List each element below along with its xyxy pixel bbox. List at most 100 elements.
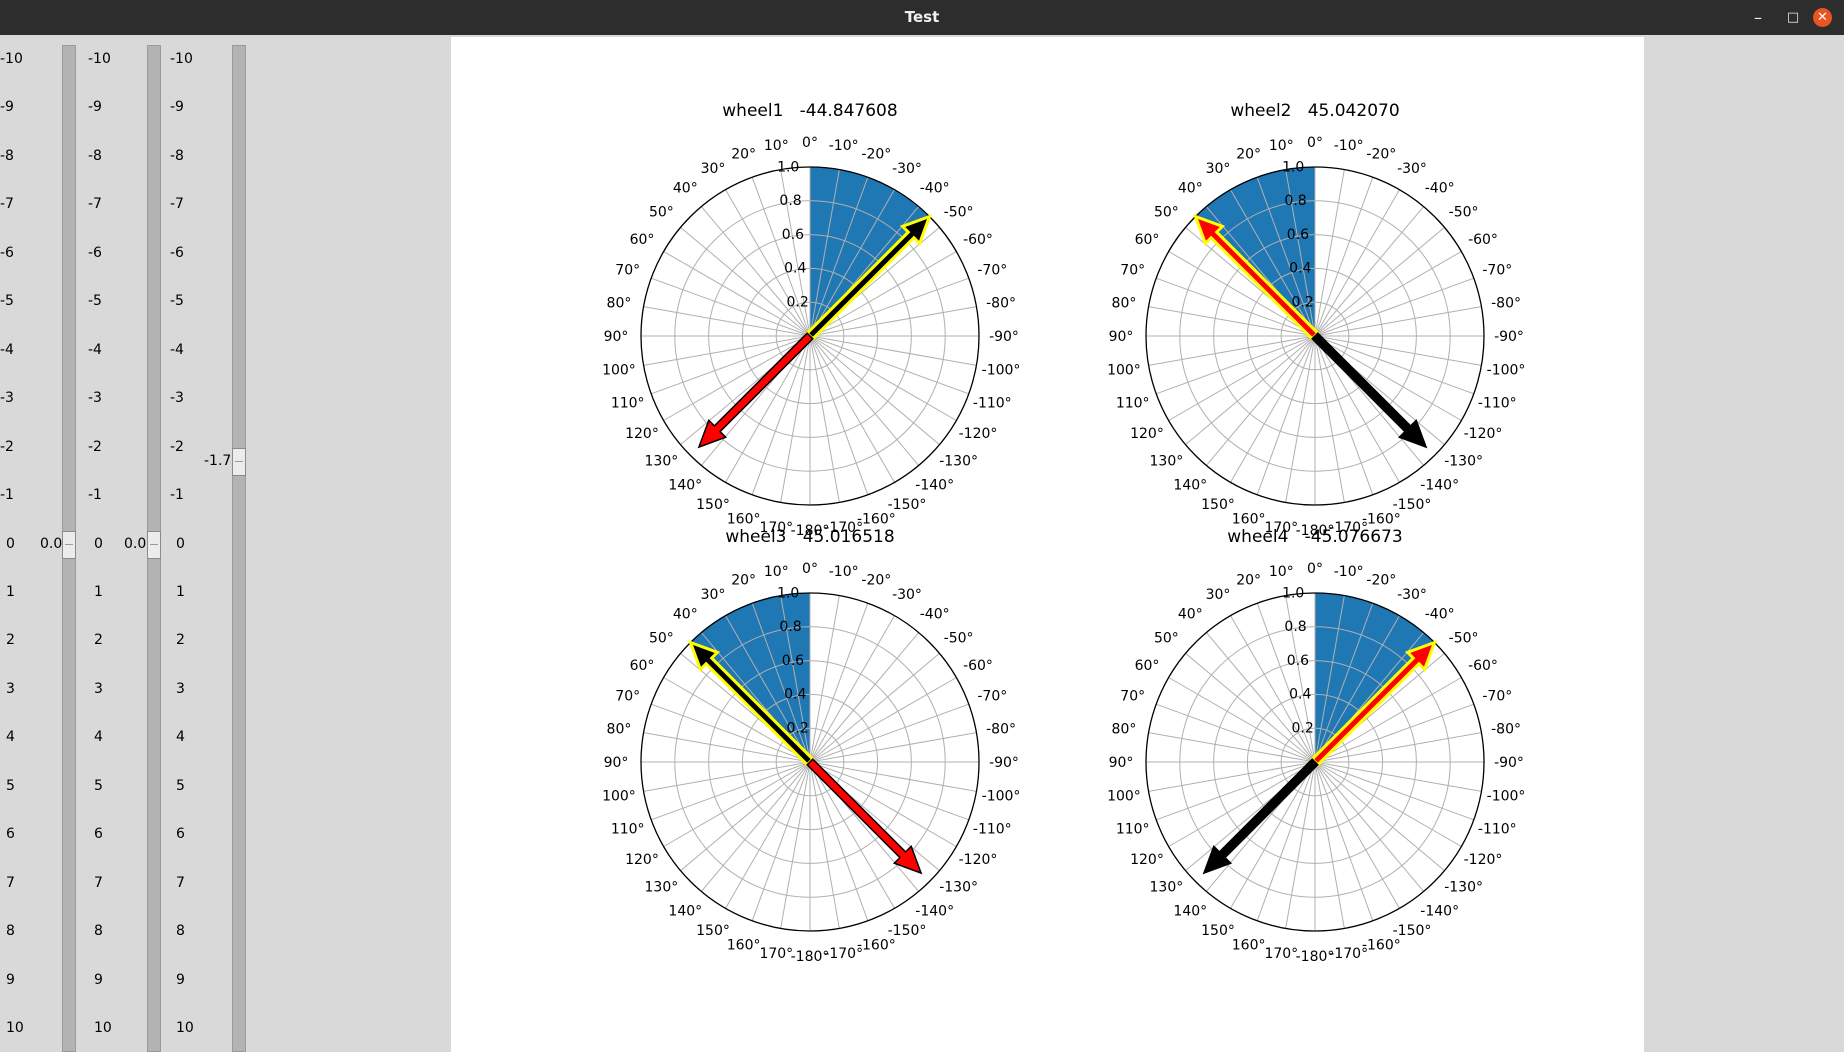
radius-gridline [1213, 234, 1417, 438]
slider-trough[interactable] [232, 45, 246, 1052]
angle-tick-label: -170° [1329, 946, 1368, 962]
slider-tick-label: -4 [88, 341, 102, 358]
slider-tick-label: 9 [176, 971, 185, 988]
close-icon[interactable]: ✕ [1813, 8, 1832, 27]
angle-gridline [651, 277, 811, 337]
slider-tick-label: 8 [176, 923, 185, 940]
angle-tick-label: -120° [959, 426, 998, 442]
chart-title: wheel3 45.016518 [725, 527, 894, 547]
slider-tick-label: 10 [94, 1020, 112, 1036]
angle-tick-label: 130° [1150, 454, 1184, 470]
angle-tick-label: 30° [701, 587, 726, 603]
angle-gridline [751, 761, 811, 921]
angle-gridline [1314, 189, 1400, 337]
slider-tick-label: -1 [88, 487, 102, 504]
angle-gridline [1314, 335, 1345, 503]
angle-tick-label: -10° [1334, 564, 1364, 580]
angle-gridline [1314, 335, 1462, 421]
angle-gridline [1314, 306, 1482, 337]
radius-gridline [708, 660, 912, 864]
slider-tick-label: 5 [94, 777, 103, 794]
angle-tick-label: 130° [645, 454, 679, 470]
angle-gridline [1314, 761, 1482, 792]
angle-tick-label: -50° [1449, 630, 1479, 646]
angle-gridline [1314, 761, 1400, 909]
slider-handle[interactable] [147, 530, 161, 559]
sector-bar [1315, 593, 1435, 762]
angle-gridline [1168, 761, 1316, 847]
angle-tick-label: 80° [1112, 295, 1137, 311]
angle-tick-label: 80° [607, 295, 632, 311]
sector-bar [1195, 167, 1315, 336]
slider-handle[interactable] [232, 448, 246, 477]
angle-gridline [809, 169, 840, 337]
slider-tick-label: -1 [170, 487, 184, 504]
slider-tick-label: -8 [0, 147, 14, 164]
angle-gridline [1168, 251, 1316, 337]
angle-gridline [809, 761, 869, 921]
angle-tick-label: -20° [861, 573, 891, 589]
radius-gridline [1246, 693, 1384, 831]
angle-gridline [809, 761, 895, 909]
angle-tick-label: 110° [611, 821, 645, 837]
angle-tick-label: 30° [1206, 587, 1231, 603]
angle-tick-label: 90° [1109, 755, 1134, 771]
angle-tick-label: -130° [939, 880, 978, 896]
angle-tick-label: -40° [920, 180, 950, 196]
angle-tick-label: -90° [989, 329, 1019, 345]
minimize-icon[interactable]: – [1754, 8, 1762, 27]
slider-tick-label: 0 [176, 535, 185, 552]
angle-tick-label: -20° [1366, 573, 1396, 589]
angle-gridline [1185, 652, 1316, 763]
angle-gridline [809, 761, 957, 847]
angle-tick-label: -180° [1296, 949, 1335, 965]
angle-tick-label: -140° [915, 478, 954, 494]
angle-tick-label: -90° [989, 755, 1019, 771]
radius-tick-label: 0.8 [779, 619, 801, 635]
radius-gridline [775, 727, 845, 797]
angle-tick-label: 120° [625, 852, 659, 868]
chart-title: wheel2 45.042070 [1230, 101, 1399, 121]
polar-chart-4: 0.2 0.4 0.6 0.8 1.00° 10° 20° 30°40° 50° 60° 70° 80… [1107, 527, 1525, 965]
angle-gridline [1156, 277, 1316, 337]
angle-gridline [1314, 703, 1474, 763]
angle-gridline [663, 251, 811, 337]
angle-gridline [651, 761, 811, 821]
angle-gridline [1230, 335, 1316, 483]
radius-gridline [1246, 267, 1384, 405]
angle-gridline [1314, 226, 1445, 337]
arrow-2 [1311, 332, 1428, 449]
arrow-1 [805, 213, 933, 341]
slider-tick-label: 7 [176, 874, 185, 891]
angle-gridline [1314, 603, 1374, 763]
slider-tick-label: -7 [170, 196, 184, 213]
angle-tick-label: -160° [857, 937, 896, 953]
slider-handle[interactable] [62, 530, 76, 559]
angle-tick-label: -30° [892, 587, 922, 603]
angle-tick-label: 130° [645, 880, 679, 896]
angle-gridline [809, 761, 840, 929]
slider-tick-label: -9 [170, 99, 184, 116]
angle-tick-label: -160° [1362, 511, 1401, 527]
angle-gridline [780, 169, 811, 337]
angle-gridline [1148, 732, 1316, 763]
angle-tick-label: 160° [727, 511, 761, 527]
angle-tick-label: -40° [920, 606, 950, 622]
radius-tick-label: 0.2 [787, 294, 809, 310]
angle-gridline [1185, 335, 1316, 446]
angle-tick-label: 0° [802, 135, 818, 151]
slider-tick-label: 4 [94, 729, 103, 746]
angle-gridline [1285, 335, 1316, 503]
angle-tick-label: 160° [1232, 937, 1266, 953]
plot-canvas: 0.2 0.4 0.6 0.8 1.0 0° 10° 20° 30° 40° 50° 60° 70° 80… [451, 37, 1644, 1052]
angle-gridline [809, 335, 920, 466]
angle-gridline [1285, 761, 1316, 929]
maximize-icon[interactable]: □ [1786, 10, 1800, 25]
slider-tick-label: -3 [170, 390, 184, 407]
radius-gridline [674, 626, 946, 898]
slider-tick-label: 8 [6, 923, 15, 940]
angle-tick-label: -110° [973, 395, 1012, 411]
angle-tick-label: -120° [1464, 426, 1503, 442]
slider-tick-label: 10 [176, 1020, 194, 1036]
angle-tick-label: -80° [986, 721, 1016, 737]
